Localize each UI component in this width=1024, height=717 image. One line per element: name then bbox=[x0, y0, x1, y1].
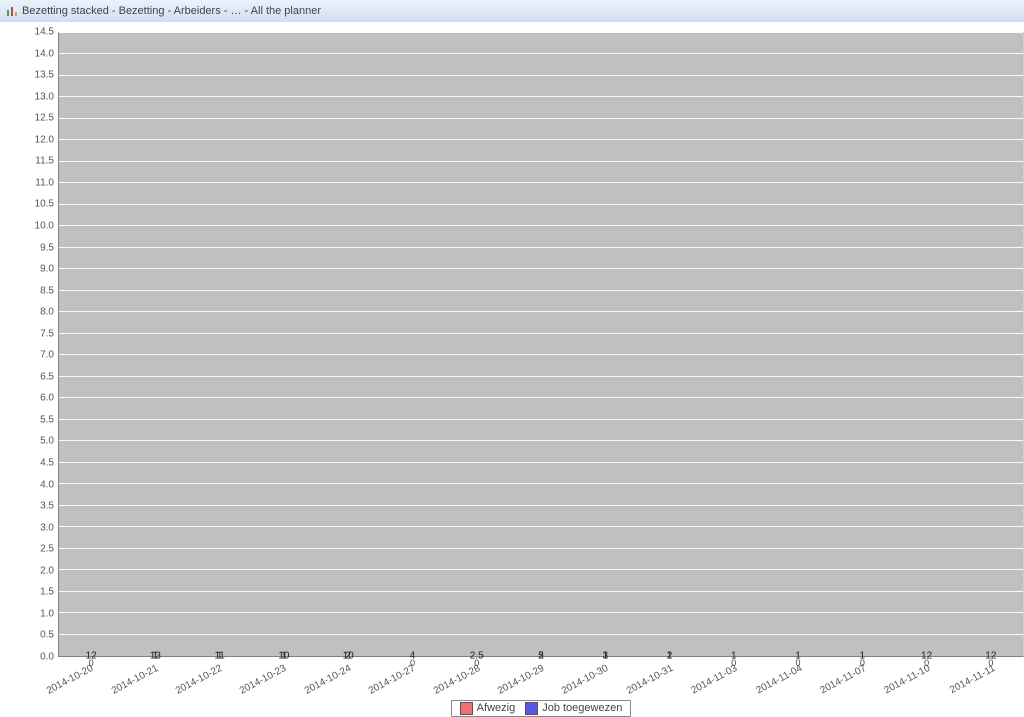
y-tick: 13.0 bbox=[35, 91, 54, 102]
y-tick: 12.0 bbox=[35, 134, 54, 145]
window-titlebar: Bezetting stacked - Bezetting - Arbeider… bbox=[0, 0, 1024, 23]
plot-area: 120113111110210402.50521321101010120120 bbox=[58, 32, 1024, 657]
x-tick: 2014-10-31 bbox=[625, 663, 675, 697]
x-tick: 2014-10-21 bbox=[109, 663, 159, 697]
y-tick: 9.5 bbox=[40, 242, 54, 253]
y-tick: 14.5 bbox=[35, 27, 54, 38]
y-tick: 11.0 bbox=[35, 177, 54, 188]
y-tick: 11.5 bbox=[35, 156, 54, 167]
y-tick: 7.5 bbox=[40, 328, 54, 339]
x-tick: 2014-10-22 bbox=[174, 663, 224, 697]
legend: Afwezig Job toegewezen bbox=[58, 699, 1024, 717]
y-tick: 8.0 bbox=[40, 307, 54, 318]
y-tick: 1.0 bbox=[40, 608, 54, 619]
legend-label-afwezig: Afwezig bbox=[477, 702, 516, 714]
legend-label-toegewezen: Job toegewezen bbox=[542, 702, 622, 714]
y-tick: 13.5 bbox=[35, 70, 54, 81]
legend-item-afwezig: Afwezig bbox=[460, 702, 516, 715]
y-tick: 3.0 bbox=[40, 522, 54, 533]
y-tick: 4.0 bbox=[40, 479, 54, 490]
y-axis: 0.00.51.01.52.02.53.03.54.04.55.05.56.06… bbox=[10, 32, 58, 657]
legend-swatch-toegewezen bbox=[525, 702, 538, 715]
y-tick: 2.0 bbox=[40, 565, 54, 576]
legend-swatch-afwezig bbox=[460, 702, 473, 715]
x-tick: 2014-11-11 bbox=[948, 663, 997, 696]
y-tick: 10.0 bbox=[35, 220, 54, 231]
y-tick: 5.0 bbox=[40, 436, 54, 447]
x-tick: 2014-10-20 bbox=[45, 663, 95, 697]
y-tick: 3.5 bbox=[40, 501, 54, 512]
x-tick: 2014-10-23 bbox=[238, 663, 288, 697]
window-title: Bezetting stacked - Bezetting - Arbeider… bbox=[22, 5, 321, 17]
y-tick: 5.5 bbox=[40, 414, 54, 425]
y-tick: 2.5 bbox=[40, 544, 54, 555]
bars-layer: 120113111110210402.50521321101010120120 bbox=[59, 33, 1023, 656]
y-tick: 1.5 bbox=[40, 587, 54, 598]
x-tick: 2014-10-30 bbox=[560, 663, 610, 697]
x-tick: 2014-10-24 bbox=[303, 663, 353, 697]
y-tick: 7.0 bbox=[40, 350, 54, 361]
y-tick: 0.0 bbox=[40, 652, 54, 663]
x-tick: 2014-10-28 bbox=[431, 663, 481, 697]
legend-box: Afwezig Job toegewezen bbox=[451, 700, 632, 717]
x-axis: 2014-10-202014-10-212014-10-222014-10-23… bbox=[58, 659, 1024, 699]
y-tick: 14.0 bbox=[35, 48, 54, 59]
x-tick: 2014-11-07 bbox=[818, 663, 868, 696]
y-tick: 6.5 bbox=[40, 371, 54, 382]
x-tick: 2014-10-27 bbox=[367, 663, 417, 697]
y-tick: 12.5 bbox=[35, 113, 54, 124]
chart-container: 0.0 0.5 1.0 1.5 2.0 2.5 3.0 3.5 4.0 4.5 5.0 5.5 6.0 6… bbox=[0, 22, 1024, 717]
y-tick: 6.0 bbox=[40, 393, 54, 404]
y-tick: 8.5 bbox=[40, 285, 54, 296]
x-tick: 2014-11-04 bbox=[754, 663, 804, 696]
y-tick: 0.5 bbox=[40, 630, 54, 641]
x-tick: 2014-10-29 bbox=[496, 663, 546, 697]
x-tick: 2014-11-03 bbox=[690, 663, 740, 696]
legend-item-toegewezen: Job toegewezen bbox=[525, 702, 622, 715]
chart-icon bbox=[6, 5, 18, 17]
x-tick: 2014-11-10 bbox=[883, 663, 933, 696]
y-tick: 4.5 bbox=[40, 458, 54, 469]
y-tick: 9.0 bbox=[40, 264, 54, 275]
y-tick: 10.5 bbox=[35, 199, 54, 210]
